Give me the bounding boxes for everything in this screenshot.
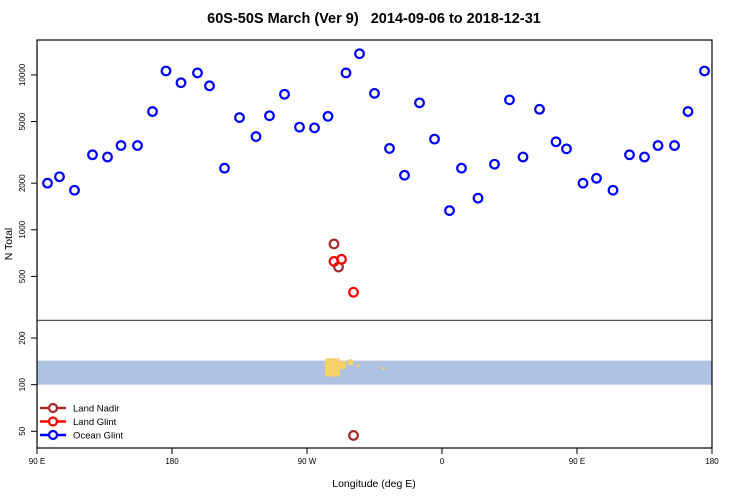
data-point-ocean-glint: [456, 162, 467, 174]
legend-key-marker: [47, 402, 59, 414]
data-point-ocean-glint: [534, 103, 545, 115]
x-tick-label: 180: [165, 457, 179, 466]
land-map-patch: [325, 358, 340, 377]
data-point-ocean-glint: [234, 112, 245, 124]
data-point-ocean-glint: [561, 143, 572, 155]
ocean-map-band: [37, 360, 712, 385]
data-point-ocean-glint: [577, 177, 589, 189]
data-point-ocean-glint: [472, 192, 484, 204]
data-point-ocean-glint: [517, 151, 529, 163]
data-point-ocean-glint: [414, 97, 425, 109]
y-tick-label: 500: [18, 269, 27, 283]
data-point-ocean-glint: [340, 67, 352, 79]
data-point-ocean-glint: [369, 87, 380, 99]
data-point-ocean-glint: [699, 65, 710, 77]
data-point-ocean-glint: [175, 77, 187, 89]
data-point-ocean-glint: [279, 88, 290, 100]
data-point-ocean-glint: [354, 48, 365, 60]
y-tick-label: 2000: [18, 174, 27, 192]
data-point-ocean-glint: [204, 80, 215, 92]
plot-border: [36, 39, 713, 449]
y-tick-label: 50: [18, 426, 27, 435]
y-axis-label: N Total: [3, 228, 15, 261]
data-point-land-glint: [348, 286, 359, 298]
data-point-ocean-glint: [669, 140, 680, 151]
data-point-ocean-glint: [294, 121, 305, 133]
data-point-ocean-glint: [504, 94, 515, 106]
data-point-ocean-glint: [250, 131, 262, 142]
data-point-ocean-glint: [102, 151, 113, 163]
data-point-ocean-glint: [132, 140, 143, 151]
land-map-patch: [356, 363, 360, 368]
x-tick-label: 0: [440, 457, 445, 466]
x-tick-label: 90 E: [29, 457, 45, 466]
data-point-ocean-glint: [322, 110, 334, 122]
legend-label: Land Nadir: [73, 404, 119, 415]
y-tick-label: 10000: [18, 63, 27, 86]
data-point-ocean-glint: [624, 149, 635, 161]
y-tick-label: 200: [18, 331, 27, 345]
data-point-ocean-glint: [219, 162, 230, 174]
data-point-ocean-glint: [399, 169, 410, 181]
y-tick-label: 100: [18, 377, 27, 391]
data-point-ocean-glint: [489, 158, 500, 170]
data-point-ocean-glint: [591, 172, 602, 184]
land-map-patch: [340, 361, 346, 370]
legend-label: Land Glint: [73, 417, 117, 428]
land-map-patch: [347, 359, 354, 365]
data-point-ocean-glint: [87, 149, 98, 161]
data-point-ocean-glint: [429, 133, 440, 145]
x-axis-label: Longitude (deg E): [332, 478, 415, 490]
y-tick-label: 1000: [18, 220, 27, 238]
data-point-ocean-glint: [652, 140, 664, 151]
data-point-ocean-glint: [309, 122, 320, 134]
land-map-patch: [382, 367, 385, 371]
data-point-ocean-glint: [192, 67, 203, 79]
data-point-ocean-glint: [607, 184, 619, 196]
data-point-land-nadir: [348, 430, 359, 441]
legend-key-marker: [47, 429, 59, 441]
data-point-ocean-glint: [639, 151, 650, 163]
data-point-ocean-glint: [54, 171, 65, 183]
data-point-ocean-glint: [444, 205, 455, 216]
data-point-land-glint: [336, 253, 347, 265]
x-tick-label: 90 E: [569, 457, 585, 466]
data-point-ocean-glint: [550, 136, 562, 148]
legend-label: Ocean Glint: [73, 431, 124, 442]
data-point-ocean-glint: [69, 184, 80, 196]
data-point-ocean-glint: [160, 65, 172, 77]
data-point-ocean-glint: [42, 177, 53, 189]
y-tick-label: 5000: [18, 112, 27, 130]
data-point-ocean-glint: [115, 140, 127, 151]
legend: Land Nadir Land Glint Ocean Glint: [40, 402, 124, 442]
data-point-ocean-glint: [147, 106, 158, 117]
data-point-ocean-glint: [682, 106, 694, 117]
data-point-land-nadir: [328, 238, 340, 250]
x-tick-label: 90 W: [298, 457, 317, 466]
data-point-ocean-glint: [264, 110, 275, 122]
x-tick-label: 180: [705, 457, 719, 466]
chart-title: 60S-50S March (Ver 9) 2014-09-06 to 2018…: [207, 11, 541, 27]
plot-area: 90 E 180 90 W 0 90 E 180 50 100 200 500 1000 2000 50…: [18, 39, 719, 466]
data-point-ocean-glint: [384, 143, 395, 154]
legend-key-marker: [47, 416, 59, 427]
